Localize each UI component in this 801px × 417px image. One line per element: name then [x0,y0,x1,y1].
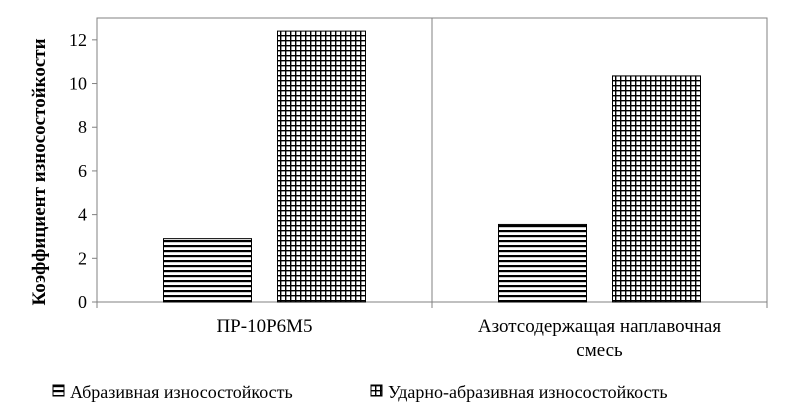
bars [163,30,701,303]
legend: Абразивная износостойкость Ударно-абразив… [52,382,668,402]
y-tick-label: 0 [78,292,87,312]
x-axis: ПР-10Р6М5 Азотсодержащая наплавочная смесь [96,18,768,361]
legend-swatch [52,384,65,397]
bar [612,75,701,303]
y-tick-label: 8 [78,117,87,137]
legend-label: Ударно-абразивная износостойкость [388,382,668,402]
bar [498,223,587,303]
x-tick-label: Азотсодержащая наплавочная [478,316,721,337]
x-tick-label: ПР-10Р6М5 [216,316,312,337]
bar [277,30,366,303]
y-tick-label: 6 [78,161,87,181]
legend-swatch [370,384,383,397]
y-tick-label: 4 [78,205,87,225]
y-tick-label: 12 [69,30,87,50]
y-axis-title: Коэффициент износостойкости [29,38,50,305]
y-tick-label: 2 [78,248,87,268]
bar [163,238,252,303]
y-axis: 0 2 4 6 8 10 12 Коэффициент износостойкости [29,30,97,312]
x-tick-label: смесь [576,340,623,361]
y-tick-label: 10 [69,74,87,94]
legend-label: Абразивная износостойкость [70,382,293,402]
